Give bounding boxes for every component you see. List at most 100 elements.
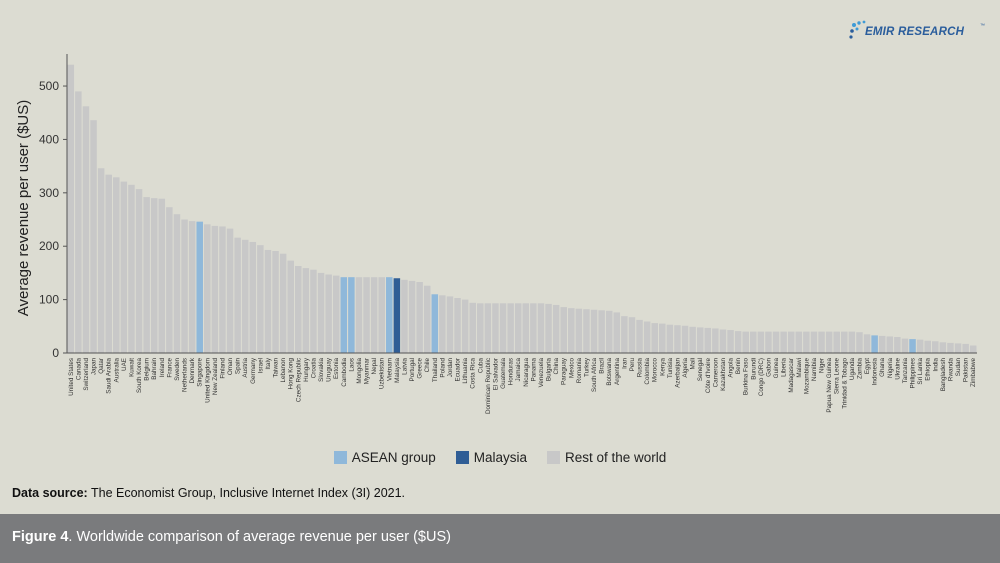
bar	[787, 331, 795, 353]
x-axis-labels: United States Canada Switzerland Japan Qatar…	[68, 357, 977, 414]
x-tick-label: Australia	[113, 358, 120, 383]
bar	[719, 329, 727, 353]
bar	[818, 331, 825, 353]
x-tick-label: Zambia	[856, 358, 863, 379]
y-tick-label: 200	[39, 239, 59, 253]
x-tick-label: Guinea	[773, 358, 780, 379]
bar	[219, 226, 226, 353]
bar	[204, 224, 211, 353]
bar	[848, 331, 856, 353]
bar	[886, 336, 894, 353]
bar	[120, 181, 128, 353]
x-tick-label: Bulgaria	[546, 358, 553, 382]
figure-caption: Figure 4. Worldwide comparison of averag…	[12, 529, 451, 545]
y-axis-label: Average revenue per user ($US)	[15, 100, 32, 317]
x-tick-label: Oman	[227, 358, 234, 376]
bar	[863, 334, 871, 353]
bar	[386, 277, 393, 353]
figure-caption-text: . Worldwide comparison of average revenu…	[68, 529, 451, 545]
bar	[696, 327, 704, 353]
emir-research-logo: EMIR RESEARCH ™	[848, 18, 988, 44]
x-tick-label: Denmark	[189, 357, 196, 383]
x-tick-label: Vietnam	[386, 358, 393, 381]
bar	[545, 303, 552, 353]
x-tick-label: Cameroon	[712, 358, 719, 388]
x-tick-label: Jordan	[447, 358, 454, 378]
bar	[537, 303, 545, 353]
x-tick-label: Mexico	[568, 358, 575, 378]
bar	[241, 239, 249, 353]
x-tick-label: United Kingdom	[204, 358, 211, 403]
x-tick-label: Turkey	[583, 357, 590, 377]
bar	[105, 174, 112, 353]
x-tick-label: Nepal	[371, 358, 378, 374]
x-tick-label: Nigeria	[887, 358, 894, 378]
x-tick-label: Slovakia	[318, 358, 325, 382]
bar	[67, 64, 75, 354]
bar	[302, 268, 310, 353]
bar	[833, 331, 840, 353]
bar	[590, 309, 598, 353]
bar	[492, 303, 499, 353]
bar	[469, 302, 476, 353]
x-tick-label: Papua New Guinea	[826, 358, 833, 413]
bar	[370, 277, 378, 353]
x-tick-label: Switzerland	[83, 358, 90, 391]
x-tick-label: Greece	[417, 358, 424, 379]
x-tick-label: Tunisia	[667, 358, 674, 379]
y-tick-label: 300	[39, 186, 59, 200]
x-tick-label: Croatia	[310, 358, 317, 379]
x-tick-label: Cambodia	[341, 358, 348, 387]
data-source-label: Data source:	[12, 486, 88, 500]
bar	[712, 328, 719, 353]
x-tick-label: Ecuador	[455, 358, 462, 381]
x-tick-label: Brazil	[599, 358, 606, 374]
bar	[871, 335, 878, 353]
bar	[795, 331, 803, 353]
x-tick-label: Colombia	[644, 358, 651, 385]
bar	[636, 319, 643, 353]
bar	[196, 221, 203, 353]
x-tick-label: Philippines	[910, 358, 917, 388]
x-tick-label: Malaysia	[394, 358, 401, 383]
bar	[150, 198, 158, 353]
bar	[742, 331, 749, 353]
x-tick-label: Iran	[621, 358, 628, 369]
bar	[363, 277, 370, 353]
bars-group	[67, 64, 977, 354]
bar	[803, 331, 810, 353]
x-tick-label: Kuwait	[128, 358, 135, 377]
x-tick-label: Trinidad & Tobago	[841, 358, 848, 409]
bar	[226, 228, 234, 353]
x-tick-label: Kazakhstan	[720, 358, 727, 391]
bar	[750, 331, 757, 353]
x-tick-label: Lebanon	[280, 358, 287, 383]
x-tick-label: Gabon	[765, 358, 772, 377]
x-tick-label: Qatar	[98, 358, 105, 374]
bar	[810, 331, 818, 353]
bar	[659, 323, 666, 353]
bar	[605, 310, 613, 353]
x-tick-label: Uzbekistan	[379, 358, 386, 390]
x-tick-label: Azerbaijan	[674, 358, 681, 388]
bar	[75, 91, 82, 354]
bar	[113, 177, 120, 353]
x-tick-label: Liberia	[781, 358, 788, 377]
arpu-bar-chart: 0 100 200 300 400 500 United States Canada Swit…	[15, 54, 977, 414]
bar	[666, 324, 674, 353]
bar	[704, 327, 712, 353]
x-tick-label: Poland	[439, 358, 446, 378]
legend-item-rest: Rest of the world	[547, 450, 666, 465]
logo-trademark: ™	[980, 23, 985, 29]
bar	[969, 345, 977, 353]
x-tick-label: Pakistan	[963, 358, 970, 383]
legend-label-asean: ASEAN group	[351, 450, 436, 465]
x-tick-label: Honduras	[508, 358, 515, 385]
x-tick-label: India	[932, 358, 939, 372]
x-tick-label: Rwanda	[947, 358, 954, 382]
x-tick-label: Zimbabwe	[970, 358, 977, 388]
bar	[651, 323, 658, 353]
bar	[878, 335, 886, 353]
x-tick-label: Romania	[576, 358, 583, 384]
x-tick-label: Algeria	[682, 358, 689, 378]
